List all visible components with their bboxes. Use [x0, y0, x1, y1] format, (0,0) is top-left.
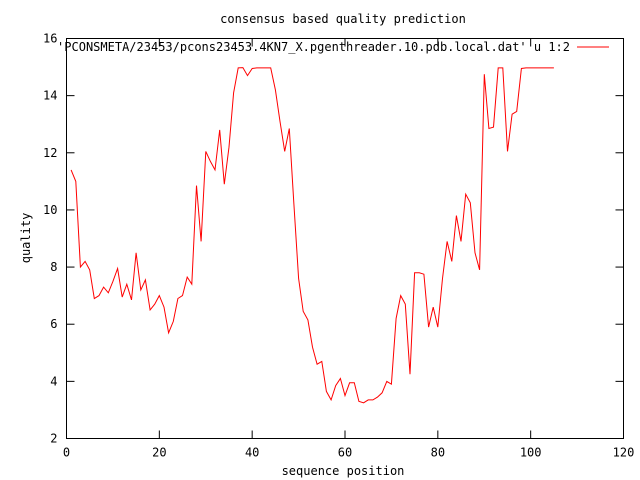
y-tick-label: 6 — [50, 317, 57, 331]
x-tick-label: 100 — [520, 446, 542, 460]
x-tick-label: 20 — [152, 446, 166, 460]
y-tick-label: 4 — [50, 374, 57, 388]
x-axis-label: sequence position — [282, 464, 405, 478]
legend: 'PCONSMETA/23453/pcons23453.4KN7_X.pgent… — [57, 40, 609, 54]
x-tick-label: 120 — [613, 446, 635, 460]
y-tick-label: 8 — [50, 260, 57, 274]
legend-label: 'PCONSMETA/23453/pcons23453.4KN7_X.pgent… — [57, 40, 570, 54]
y-tick-label: 10 — [43, 203, 57, 217]
y-tick-label: 12 — [43, 146, 57, 160]
chart-title: consensus based quality prediction — [220, 12, 466, 26]
x-tick-label: 60 — [338, 446, 352, 460]
x-axis-ticks: 0 20 40 60 80 100 120 — [63, 38, 635, 460]
series-line-1 — [70, 67, 554, 404]
x-tick-label: 40 — [245, 446, 259, 460]
y-axis-ticks: 2 4 6 8 10 12 14 16 — [43, 32, 624, 446]
y-tick-label: 2 — [50, 432, 57, 446]
y-tick-label: 16 — [43, 32, 57, 46]
x-tick-label: 0 — [63, 446, 70, 460]
y-tick-label: 14 — [43, 89, 57, 103]
plot-border — [66, 38, 624, 439]
y-axis-label: quality — [19, 213, 33, 264]
series-layer — [70, 67, 554, 404]
x-tick-label: 80 — [431, 446, 445, 460]
